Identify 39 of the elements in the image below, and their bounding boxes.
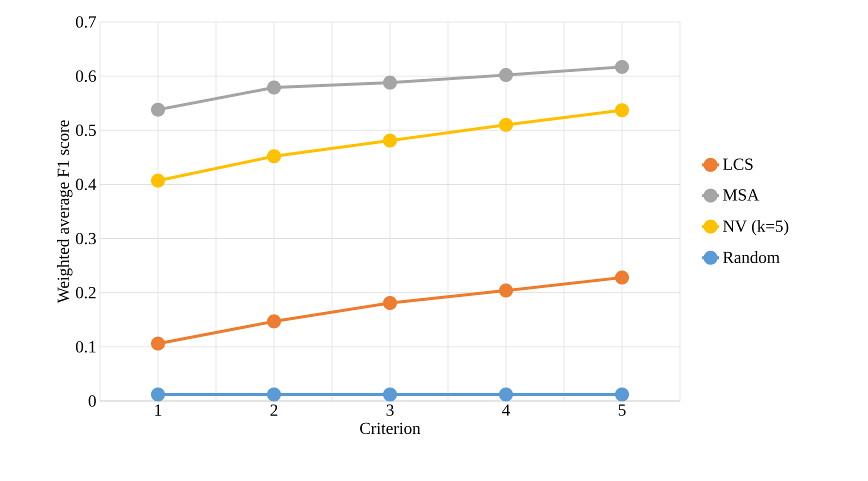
point xyxy=(267,388,281,402)
point xyxy=(151,174,165,188)
point xyxy=(499,284,513,298)
y-tick-label: 0.3 xyxy=(76,232,96,244)
point xyxy=(151,102,165,117)
y-tick-label: 0.2 xyxy=(76,286,96,298)
legend-label: LCS xyxy=(723,158,753,170)
y-tick-label: 0.1 xyxy=(76,341,96,353)
point xyxy=(615,103,629,118)
legend-label: MSA xyxy=(723,189,760,201)
y-tick-label: 0.5 xyxy=(76,124,96,136)
x-tick-label: 1 xyxy=(155,404,162,416)
point xyxy=(499,68,513,82)
point xyxy=(383,76,397,90)
point xyxy=(615,270,629,285)
point xyxy=(151,388,165,402)
x-tick-label: 4 xyxy=(502,404,510,416)
point xyxy=(499,388,513,402)
y-tick-label: 0.7 xyxy=(76,16,96,28)
point xyxy=(383,296,397,310)
point xyxy=(267,80,281,95)
point xyxy=(267,314,281,328)
point xyxy=(383,134,397,148)
legend-label: NV (k=5) xyxy=(723,220,788,236)
y-tick-label: 0.6 xyxy=(76,70,96,82)
point xyxy=(151,336,165,351)
point xyxy=(267,149,281,164)
point xyxy=(383,388,397,402)
x-tick-label: 3 xyxy=(386,404,394,416)
y-tick-label: 0.4 xyxy=(76,178,96,190)
x-tick-label: 2 xyxy=(270,404,278,416)
point xyxy=(499,118,513,132)
x-axis-title: Criterion xyxy=(360,422,420,434)
y-tick-label: 0 xyxy=(88,395,96,407)
point xyxy=(615,60,629,74)
x-tick-label: 5 xyxy=(618,404,626,416)
y-axis-title: Weighted average F1 score xyxy=(57,120,72,304)
legend-label: Random xyxy=(723,251,780,264)
point xyxy=(615,388,629,402)
